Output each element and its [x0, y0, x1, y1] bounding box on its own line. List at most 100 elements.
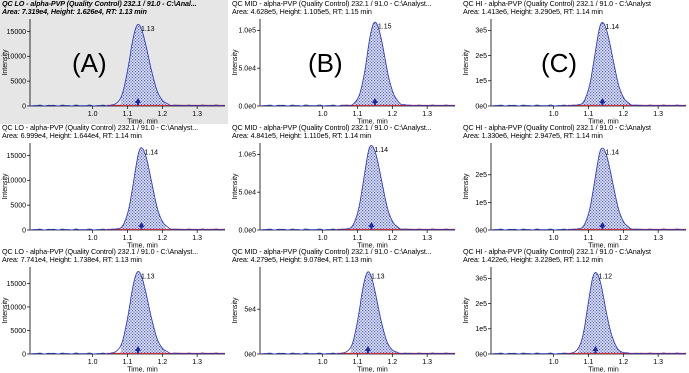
peak-area-fill — [120, 24, 166, 106]
chromatogram-trace — [30, 270, 225, 355]
x-axis-title: Time, min — [127, 367, 158, 373]
y-tick-label: 10000 — [7, 54, 27, 61]
chromatogram-plot: 0.0e0 5.0e4 1.0e5 1.0 1.1 1.2 1.3 Time, min Inte… — [232, 19, 455, 125]
x-tick-label: 1.1 — [353, 111, 363, 118]
panel-header: QC HI - alpha-PVP (Quality Control) 232.… — [463, 124, 689, 141]
x-axis-title: Time, min — [588, 119, 619, 125]
x-tick-label: 1.2 — [387, 359, 397, 366]
panel-stats: Area: 4.841e5, Height: 1.110e5, RT: 1.14… — [232, 131, 372, 141]
y-tick-label: 1.0e5 — [238, 28, 256, 35]
chromatogram-trace — [491, 22, 686, 107]
chromatogram-plot: 0 5000 10000 15000 1.0 1.1 1.2 1.3 Time, min Inte… — [2, 267, 225, 373]
y-axis-title: Intensity — [232, 49, 239, 76]
chromatogram-plot: 0e0 1e5 2e5 3e5 1.0 1.1 1.2 1.3 Time, min Intensi… — [463, 19, 686, 125]
chromatogram-plot: 0e0 5e4 1.0 1.1 1.2 1.3 Time, min Intensity 1.13 — [232, 267, 455, 373]
x-tick-label: 1.2 — [618, 359, 628, 366]
chromatogram-trace — [260, 271, 455, 355]
x-axis-title: Time, min — [357, 367, 388, 373]
chromatogram-panel[interactable]: QC HI - alpha-PVP (Quality Control) 232.… — [461, 248, 689, 372]
y-axis-title: Intensity — [232, 173, 239, 200]
x-tick-label: 1.0 — [318, 111, 328, 118]
x-tick-label: 1.2 — [387, 235, 397, 242]
x-axis-title: Time, min — [357, 119, 388, 125]
peak-rt-label: 1.14 — [144, 149, 158, 156]
chromatogram-panel[interactable]: QC LO - alpha-PVP (Quality Control) 232.… — [0, 248, 228, 372]
x-tick-label: 1.3 — [653, 235, 663, 242]
x-tick-label: 1.3 — [422, 359, 432, 366]
x-tick-label: 1.1 — [123, 111, 133, 118]
x-tick-label: 1.2 — [157, 235, 167, 242]
y-axis-title: Intensity — [463, 297, 470, 324]
y-tick-label: 0.0e0 — [238, 103, 256, 110]
rt-marker-arrow — [371, 98, 378, 106]
x-tick-label: 1.0 — [88, 235, 98, 242]
y-tick-label: 5.0e4 — [238, 190, 256, 197]
peak-area-fill — [120, 147, 166, 230]
x-axis-title: Time, min — [127, 119, 158, 125]
x-tick-label: 1.1 — [353, 235, 363, 242]
y-tick-label: 5e4 — [244, 307, 256, 314]
x-tick-label: 1.0 — [318, 359, 328, 366]
peak-area-fill — [581, 148, 631, 230]
y-tick-label: 0.0e0 — [238, 227, 256, 234]
chromatogram-trace — [30, 147, 225, 231]
x-tick-label: 1.2 — [157, 111, 167, 118]
peak-rt-label: 1.15 — [378, 23, 392, 30]
x-axis-title: Time, min — [127, 243, 158, 249]
panel-header: QC HI - alpha-PVP (Quality Control) 232.… — [463, 248, 689, 265]
chromatogram-trace — [30, 23, 225, 107]
y-tick-label: 15000 — [7, 29, 27, 36]
y-tick-label: 15000 — [7, 153, 27, 160]
x-tick-label: 1.2 — [387, 111, 397, 118]
y-tick-label: 0e0 — [475, 351, 487, 358]
y-axis-title: Intensity — [2, 173, 9, 200]
chromatogram-panel[interactable]: QC MID - alpha-PVP (Quality Control) 232… — [230, 0, 458, 124]
x-tick-label: 1.0 — [318, 235, 328, 242]
peak-rt-label: 1.14 — [374, 147, 388, 154]
rt-marker-arrow — [138, 222, 145, 230]
x-tick-label: 1.0 — [549, 235, 559, 242]
y-tick-label: 1e5 — [475, 326, 487, 333]
chromatogram-panel[interactable]: QC HI - alpha-PVP (Quality Control) 232.… — [461, 124, 689, 248]
x-tick-label: 1.3 — [422, 235, 432, 242]
chromatogram-trace — [491, 147, 686, 231]
peak-area-fill — [350, 145, 400, 230]
rt-marker-arrow — [368, 222, 375, 230]
y-tick-label: 15000 — [7, 281, 27, 288]
chromatogram-panel[interactable]: QC LO - alpha-PVP (Quality Control) 232.… — [0, 0, 228, 124]
y-tick-label: 0e0 — [475, 227, 487, 234]
y-tick-label: 5000 — [10, 203, 26, 210]
y-tick-label: 0 — [22, 227, 26, 234]
y-tick-label: 3e5 — [475, 276, 487, 283]
chromatogram-panel[interactable]: QC HI - alpha-PVP (Quality Control) 232.… — [461, 0, 689, 124]
y-tick-label: 5000 — [10, 79, 26, 86]
x-tick-label: 1.2 — [618, 111, 628, 118]
y-tick-label: 10000 — [7, 178, 27, 185]
x-tick-label: 1.3 — [192, 111, 202, 118]
x-tick-label: 1.1 — [584, 111, 594, 118]
chromatogram-panel[interactable]: QC MID - alpha-PVP (Quality Control) 232… — [230, 124, 458, 248]
panel-stats: Area: 1.330e6, Height: 2.947e5, RT: 1.14… — [463, 131, 603, 141]
panel-title: QC MID - alpha-PVP (Quality Control) 232… — [232, 248, 432, 256]
panel-header: QC LO - alpha-PVP (Quality Control) 232.… — [2, 124, 228, 141]
x-tick-label: 1.0 — [88, 111, 98, 118]
chromatogram-plot: 0.0e0 5.0e4 1.0e5 1.0 1.1 1.2 1.3 Time, min Inte… — [232, 143, 455, 248]
y-tick-label: 0 — [22, 351, 26, 358]
y-axis-title: Intensity — [463, 173, 470, 200]
panel-title: QC HI - alpha-PVP (Quality Control) 232.… — [463, 248, 651, 256]
y-axis-title: Intensity — [2, 49, 9, 76]
peak-area-fill — [581, 22, 631, 106]
y-axis-title: Intensity — [463, 49, 470, 76]
panel-title: QC MID - alpha-PVP (Quality Control) 232… — [232, 124, 432, 132]
y-tick-label: 0e0 — [244, 351, 256, 358]
peak-rt-label: 1.14 — [605, 24, 619, 31]
panel-letter: (A) — [72, 48, 107, 78]
chromatogram-panel[interactable]: QC MID - alpha-PVP (Quality Control) 232… — [230, 248, 458, 372]
peak-rt-label: 1.12 — [598, 274, 612, 281]
x-tick-label: 1.1 — [123, 359, 133, 366]
panel-stats: Area: 6.999e4, Height: 1.644e4, RT: 1.14… — [2, 131, 142, 141]
peak-rt-label: 1.13 — [141, 26, 155, 33]
chromatogram-panel[interactable]: QC LO - alpha-PVP (Quality Control) 232.… — [0, 124, 228, 248]
chromatogram-plot: 0 5000 10000 15000 1.0 1.1 1.2 1.3 Time, min Inte… — [2, 143, 225, 249]
